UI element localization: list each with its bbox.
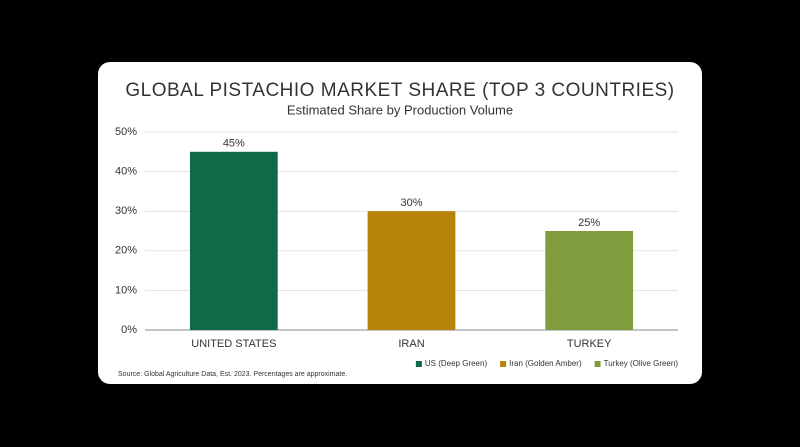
y-tick-label: 0%	[121, 324, 137, 336]
value-label: 45%	[223, 138, 245, 150]
legend-swatch	[415, 361, 422, 367]
chart-title: GLOBAL PISTACHIO MARKET SHARE (TOP 3 COU…	[125, 80, 674, 101]
y-tick-label: 40%	[115, 166, 137, 178]
legend-swatch	[594, 361, 601, 367]
y-tick-label: 10%	[115, 284, 137, 296]
y-tick-label: 50%	[115, 126, 137, 138]
value-label: 30%	[400, 197, 422, 209]
legend-label: Iran (Golden Amber)	[509, 359, 582, 368]
legend-label: US (Deep Green)	[425, 359, 488, 368]
chart-subtitle: Estimated Share by Production Volume	[287, 102, 513, 117]
bar	[545, 231, 634, 330]
legend-swatch	[500, 361, 507, 367]
bar	[367, 211, 456, 330]
y-tick-label: 30%	[115, 205, 137, 217]
legend-label: Turkey (Olive Green)	[604, 359, 679, 368]
x-tick-label: UNITED STATES	[191, 338, 276, 350]
x-tick-label: TURKEY	[567, 338, 612, 350]
bar	[189, 151, 278, 330]
y-tick-label: 20%	[115, 245, 137, 257]
x-tick-label: IRAN	[398, 338, 424, 350]
value-label: 25%	[578, 217, 600, 229]
source-note: Source: Global Agriculture Data, Est. 20…	[118, 371, 347, 378]
